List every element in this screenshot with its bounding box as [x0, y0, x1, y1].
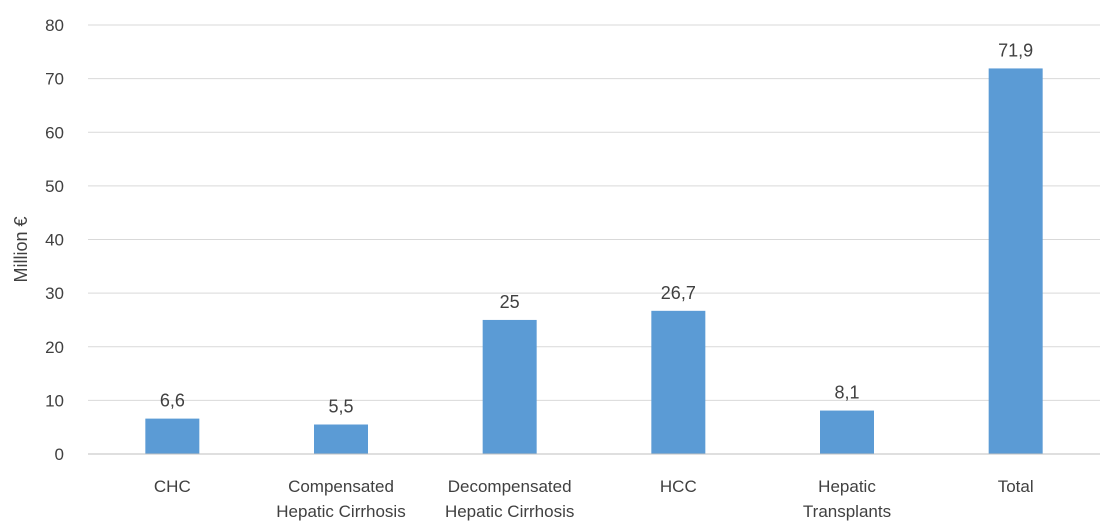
- category-label: CHC: [154, 477, 191, 496]
- gridlines: [88, 24, 1100, 401]
- category-label: Compensated Hepatic Cirrhosis: [276, 477, 405, 521]
- y-tick-label: 30: [45, 284, 64, 303]
- category-label: Hepatic Transplants: [803, 477, 891, 521]
- y-tick-label: 70: [45, 70, 64, 89]
- category-label: HCC: [660, 477, 697, 496]
- data-label: 26,7: [661, 283, 696, 303]
- y-tick-label: 0: [55, 445, 64, 464]
- bar: [482, 319, 537, 454]
- bar: [145, 418, 200, 454]
- y-tick-label: 10: [45, 391, 64, 410]
- bar: [820, 410, 874, 454]
- data-label: 71,9: [998, 40, 1033, 60]
- y-tick-label: 60: [45, 123, 64, 142]
- category-label: Total: [998, 477, 1034, 496]
- y-tick-label: 80: [45, 16, 64, 35]
- y-tick-label: 20: [45, 338, 64, 357]
- data-label: 8,1: [834, 383, 859, 403]
- bar: [651, 310, 706, 454]
- y-tick-label: 50: [45, 177, 64, 196]
- data-label: 6,6: [160, 391, 185, 411]
- data-labels: 6,6 5,5 25 26,7 8,1 71,9: [160, 40, 1033, 416]
- bar: [988, 68, 1043, 454]
- category-labels: CHC Compensated Hepatic Cirrhosis Decompens…: [154, 477, 1034, 521]
- y-tick-label: 40: [45, 231, 64, 250]
- data-label: 25: [500, 292, 520, 312]
- category-label: Decompensated Hepatic Cirrhosis: [445, 477, 574, 521]
- y-axis-tick-labels: 0 10 20 30 40 50 60 70 80: [45, 16, 64, 464]
- y-axis-title: Million €: [11, 216, 31, 282]
- data-label: 5,5: [328, 397, 353, 417]
- bars: [145, 68, 1043, 454]
- bar: [314, 424, 368, 454]
